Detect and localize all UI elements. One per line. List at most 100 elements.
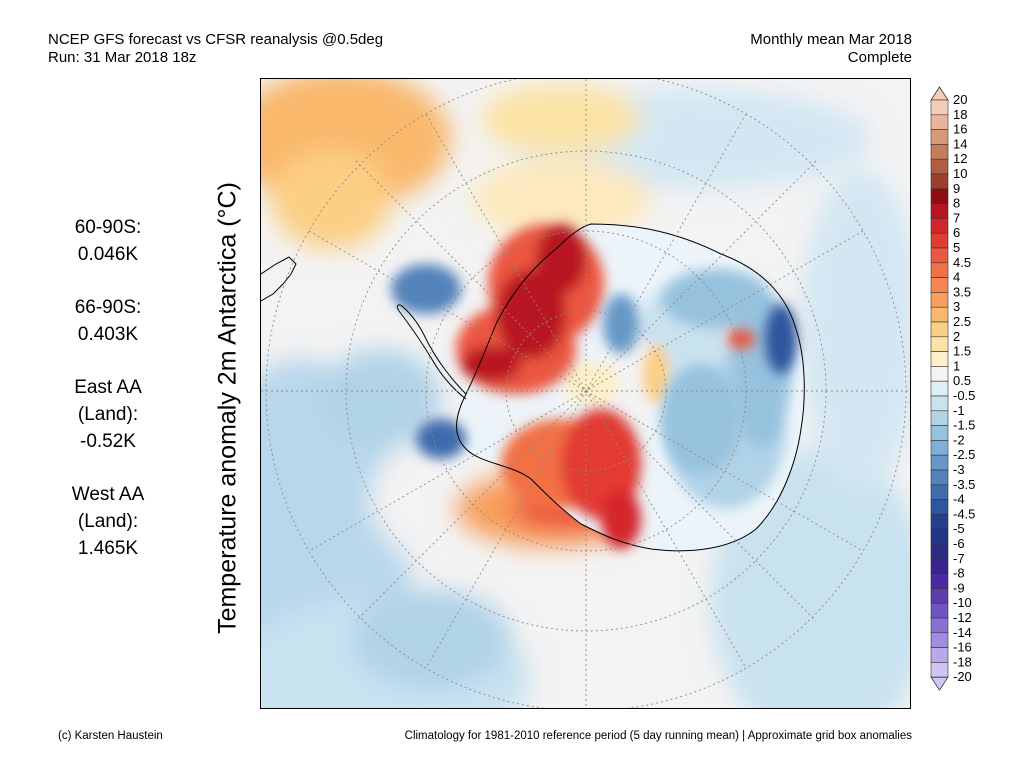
stat-value: 0.403K: [77, 324, 139, 345]
colorbar-swatch: [930, 129, 949, 145]
colorbar-tick-label: 18: [953, 107, 967, 122]
colorbar-tick-label: 3: [953, 299, 960, 314]
map-axis-title: Temperature anomaly 2m Antarctica (°C): [213, 182, 242, 634]
colorbar-legend: 201816141210987654.543.532.521.510.5-0.5…: [930, 86, 975, 691]
stat-value: 1.465K: [77, 538, 139, 559]
colorbar-tick-label: -4: [953, 492, 965, 507]
colorbar-tick-label: 1: [953, 358, 960, 373]
cold-anomaly-core: [391, 264, 797, 474]
colorbar-tick-label: 3.5: [953, 284, 971, 299]
regional-stats: 60-90S: 0.046K 66-90S: 0.403K East AA (L…: [40, 214, 176, 588]
colorbar-tick-label: 14: [953, 136, 967, 151]
colorbar-tick-label: 6: [953, 225, 960, 240]
colorbar-swatch: [930, 588, 949, 604]
colorbar-swatch: [930, 380, 949, 397]
colorbar-swatch: [930, 454, 949, 471]
colorbar-swatch: [930, 484, 949, 500]
stat-sublabel: (Land):: [77, 404, 139, 425]
colorbar-swatch: [930, 277, 949, 293]
colorbar-tick-label: -3.5: [953, 477, 975, 492]
colorbar-swatch: [930, 351, 949, 367]
colorbar-swatch: [930, 336, 949, 352]
colorbar-swatch: [930, 469, 949, 486]
period-line-1: Monthly mean Mar 2018: [750, 31, 912, 48]
stat-sublabel: (Land):: [77, 511, 139, 532]
colorbar-tick-label: 2: [953, 329, 960, 344]
colorbar-swatch: [930, 514, 949, 530]
colorbar-swatch: [930, 395, 949, 412]
colorbar-tick-label: -14: [953, 625, 972, 640]
colorbar-tick-label: -6: [953, 536, 965, 551]
colorbar-tick-label: -7: [953, 551, 965, 566]
antarctic-peninsula-coastline: [396, 304, 467, 400]
colorbar-tick-label: -9: [953, 580, 965, 595]
colorbar-tick-label: 7: [953, 210, 960, 225]
colorbar-swatch: [930, 410, 949, 426]
colorbar-tick-label: 8: [953, 196, 960, 211]
colorbar-swatch: [930, 306, 949, 323]
stat-west-aa-land: West AA (Land): 1.465K: [40, 481, 176, 562]
colorbar-tick-label: 0.5: [953, 373, 971, 388]
anomaly-map: [260, 78, 911, 709]
colorbar-tick-label: 20: [953, 92, 967, 107]
colorbar-swatch: [930, 203, 949, 219]
colorbar-swatch: [930, 632, 949, 648]
colorbar-swatch: [930, 528, 949, 545]
colorbar-swatch: [930, 292, 949, 308]
colorbar-swatch: [930, 158, 949, 175]
colorbar-tick-label: 2.5: [953, 314, 971, 329]
colorbar-tick-label: 4.5: [953, 255, 971, 270]
stat-east-aa-land: East AA (Land): -0.52K: [40, 374, 176, 455]
colorbar-tick-label: 16: [953, 122, 967, 137]
stat-label: West AA: [71, 484, 145, 505]
colorbar-tick-label: -1: [953, 403, 965, 418]
south-america-coastline: [261, 256, 297, 302]
title-line-2: Run: 31 Mar 2018 18z: [48, 49, 197, 66]
copyright: (c) Karsten Haustein: [58, 730, 163, 742]
climatology-note: Climatology for 1981-2010 reference peri…: [404, 730, 912, 742]
colorbar-tick-label: -4.5: [953, 506, 975, 521]
colorbar-tick-label: -2.5: [953, 447, 975, 462]
colorbar-tick-label: -12: [953, 610, 972, 625]
colorbar-tick-label: 12: [953, 151, 967, 166]
stat-60-90s: 60-90S: 0.046K: [40, 214, 176, 268]
colorbar-tick-label: -18: [953, 654, 972, 669]
colorbar-swatch: [930, 114, 949, 130]
map-title: NCEP GFS forecast vs CFSR reanalysis @0.…: [48, 31, 383, 67]
colorbar-tick-label: -5: [953, 521, 965, 536]
title-line-1: NCEP GFS forecast vs CFSR reanalysis @0.…: [48, 31, 384, 48]
polar-stereographic-map: [261, 79, 910, 708]
stat-value: -0.52K: [80, 431, 136, 452]
graticule: [261, 79, 910, 708]
colorbar-swatch: [930, 425, 949, 441]
colorbar-swatch: [930, 602, 949, 619]
colorbar-swatch: [930, 573, 949, 589]
colorbar-swatch: [930, 188, 949, 204]
stat-66-90s: 66-90S: 0.403K: [40, 294, 176, 348]
colorbar-swatch: [930, 440, 949, 456]
colorbar-labels: 201816141210987654.543.532.521.510.5-0.5…: [953, 92, 975, 684]
colorbar-swatch: [930, 218, 949, 234]
colorbar-swatch: [930, 232, 949, 249]
colorbar-swatch: [930, 321, 949, 338]
colorbar-tick-label: -20: [953, 669, 972, 684]
colorbar-swatch: [930, 99, 949, 116]
colorbar-tick-label: 1.5: [953, 344, 971, 359]
colorbar-swatch: [930, 499, 949, 515]
colorbar-tick-label: -1.5: [953, 418, 975, 433]
stat-value: 0.046K: [77, 244, 139, 265]
ocean-anomaly-field: [261, 79, 910, 708]
colorbar-swatch: [930, 144, 949, 160]
stat-label: 60-90S:: [74, 217, 142, 238]
colorbar-tick-label: 9: [953, 181, 960, 196]
colorbar-swatch: [930, 647, 949, 663]
antarctica-coastline: [456, 223, 805, 552]
colorbar-swatch: [930, 617, 949, 634]
colorbar-tick-label: -8: [953, 566, 965, 581]
colorbar-tick-label: -10: [953, 595, 972, 610]
colorbar-swatch: [930, 262, 949, 278]
colorbar-tick-label: -3: [953, 462, 965, 477]
colorbar-tick-label: 10: [953, 166, 967, 181]
colorbar-swatch: [930, 366, 949, 382]
colorbar-tick-label: 5: [953, 240, 960, 255]
